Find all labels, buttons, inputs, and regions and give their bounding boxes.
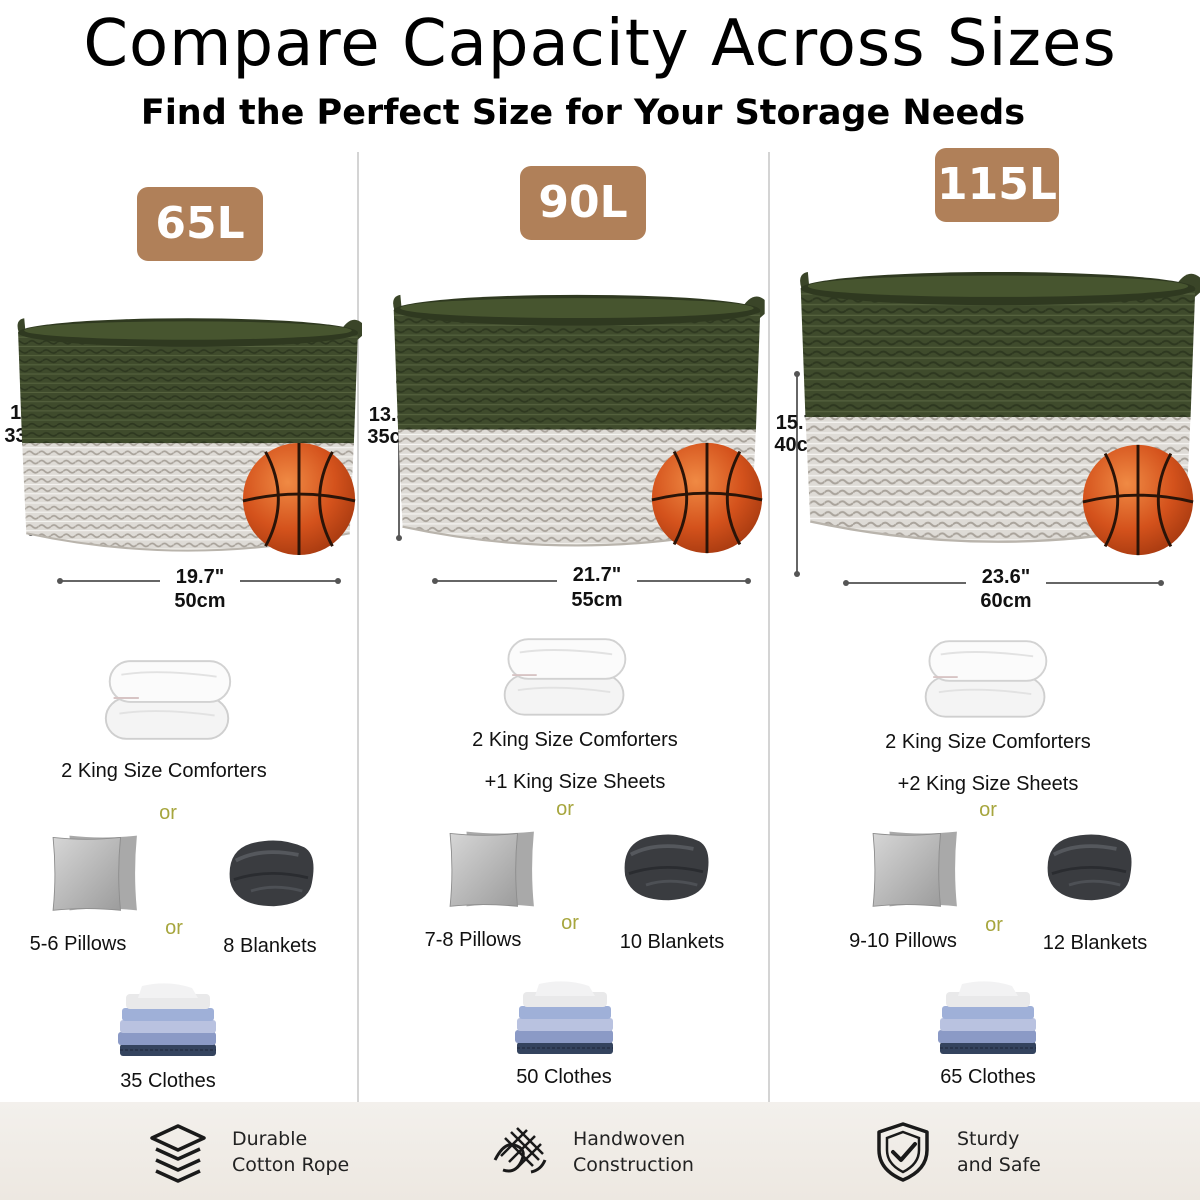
feature-line: Sturdy: [957, 1128, 1020, 1150]
label-mask: [966, 566, 1046, 596]
clothes-label: 35 Clothes: [120, 1070, 216, 1092]
width-inches: 23.6": [981, 566, 1031, 588]
dimension-end-dot: [843, 580, 849, 586]
sheets-label: +1 King Size Sheets: [484, 771, 666, 793]
page-subtitle: Find the Perfect Size for Your Storage N…: [140, 93, 1026, 133]
dimension-end-dot: [57, 578, 63, 584]
feature-line: Cotton Rope: [232, 1154, 350, 1176]
width-inches: 19.7": [175, 566, 225, 588]
shield-check-icon: [877, 1122, 929, 1182]
label-mask: [160, 566, 240, 596]
or-label: or: [985, 914, 1003, 936]
width-inches: 21.7": [572, 564, 622, 586]
layers-icon: [150, 1124, 206, 1183]
feature-label: Durable Cotton Rope: [232, 1126, 392, 1178]
size-column-115l: 115L 15.7" 40cm 23.6" 60cm 2 King Size C…: [770, 148, 1200, 1102]
basketball-icon: [240, 440, 358, 558]
comforter-icon: [499, 632, 631, 720]
column-divider: [768, 152, 770, 1102]
pillows-icon: [866, 828, 964, 910]
page-title: Compare Capacity Across Sizes: [83, 7, 1117, 81]
width-cm: 50cm: [174, 590, 226, 612]
pillows-icon: [46, 832, 144, 914]
height-dimension-line: [796, 374, 798, 574]
clothes-icon: [509, 980, 619, 1060]
feature-line: Handwoven: [573, 1128, 686, 1150]
dimension-end-dot: [1158, 580, 1164, 586]
feature-line: Construction: [573, 1154, 694, 1176]
blanket-icon: [1040, 828, 1136, 904]
blanket-icon: [617, 828, 713, 904]
blanket-icon: [222, 834, 318, 910]
pillows-icon: [443, 828, 541, 910]
basketball-icon: [649, 440, 765, 556]
dimension-end-dot: [794, 371, 800, 377]
feature-line: and Safe: [957, 1154, 1041, 1176]
column-divider: [357, 152, 359, 1102]
feature-safe: Sturdy and Safe: [871, 1116, 1121, 1186]
clothes-label: 65 Clothes: [940, 1066, 1036, 1088]
capacity-badge: 115L: [935, 148, 1059, 222]
comforters-label: 2 King Size Comforters: [885, 731, 1091, 753]
pillows-label: 9-10 Pillows: [849, 930, 957, 952]
capacity-badge: 90L: [520, 166, 646, 240]
comforter-icon: [920, 634, 1052, 722]
capacity-badge: 65L: [137, 187, 263, 261]
pillows-label: 7-8 Pillows: [424, 929, 522, 951]
size-column-65l: 65L 13" 33cm 19.7" 50cm 2 King Size Comf…: [0, 152, 357, 1102]
or-label: or: [165, 917, 183, 939]
dimension-end-dot: [396, 535, 402, 541]
feature-bar: Durable Cotton Rope Handwoven Constructi…: [0, 1102, 1200, 1200]
width-cm: 60cm: [980, 590, 1032, 612]
feature-line: Durable: [232, 1128, 308, 1150]
clothes-icon: [112, 982, 222, 1062]
width-cm: 55cm: [571, 589, 623, 611]
comforters-label: 2 King Size Comforters: [61, 760, 267, 782]
dimension-end-dot: [432, 578, 438, 584]
dimension-end-dot: [745, 578, 751, 584]
sheets-label: +2 King Size Sheets: [897, 773, 1079, 795]
comforter-icon: [100, 654, 236, 744]
or-label: or: [561, 912, 579, 934]
feature-label: Sturdy and Safe: [957, 1126, 1117, 1178]
blankets-label: 12 Blankets: [1042, 932, 1148, 954]
dimension-end-dot: [794, 571, 800, 577]
comforters-label: 2 King Size Comforters: [472, 729, 678, 751]
blankets-label: 8 Blankets: [223, 935, 317, 957]
weave-icon: [493, 1127, 547, 1174]
blankets-label: 10 Blankets: [619, 931, 725, 953]
size-column-90l: 90L 13.8" 35cm 21.7" 55cm 2 King Size Co…: [359, 152, 768, 1102]
height-dimension-line: [398, 382, 400, 538]
or-label: or: [556, 798, 574, 820]
feature-durable: Durable Cotton Rope: [146, 1116, 396, 1186]
dimension-end-dot: [335, 578, 341, 584]
pillows-label: 5-6 Pillows: [29, 933, 127, 955]
label-mask: [557, 564, 637, 594]
clothes-icon: [932, 980, 1042, 1060]
basketball-icon: [1080, 442, 1196, 558]
feature-label: Handwoven Construction: [573, 1126, 733, 1178]
feature-handwoven: Handwoven Construction: [487, 1116, 747, 1186]
clothes-label: 50 Clothes: [516, 1066, 612, 1088]
or-label: or: [979, 799, 997, 821]
or-label: or: [159, 802, 177, 824]
